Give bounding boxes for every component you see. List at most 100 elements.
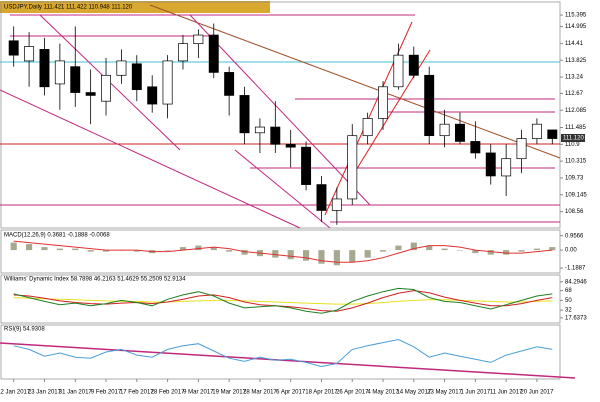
y-tick-label: 112.085 bbox=[565, 108, 587, 114]
x-tick-label: 9 Feb 2017 bbox=[91, 390, 122, 396]
macd-bar bbox=[318, 250, 325, 264]
macd-bar bbox=[549, 247, 556, 251]
candle-body bbox=[331, 198, 342, 211]
candle-body bbox=[285, 143, 296, 148]
macd-bar bbox=[102, 250, 110, 252]
x-tick-label: 28 Mar 2017 bbox=[243, 390, 277, 396]
y-tick-label: 113.825 bbox=[565, 58, 587, 64]
candle-body bbox=[208, 34, 219, 73]
x-tick-label: 18 Apr 2017 bbox=[305, 390, 338, 396]
x-tick-label: 19 Mar 2017 bbox=[212, 390, 246, 396]
candle-body bbox=[301, 146, 312, 185]
macd-bar bbox=[441, 248, 448, 251]
main-frame bbox=[0, 1, 561, 229]
candle-body bbox=[501, 158, 512, 177]
wdi-frame bbox=[0, 274, 561, 324]
macd-bar bbox=[179, 247, 187, 251]
rsi-frame bbox=[0, 324, 561, 380]
macd-bar bbox=[303, 250, 310, 261]
candle-body bbox=[54, 60, 65, 85]
x-tick-label: 9 Mar 2017 bbox=[183, 390, 214, 396]
panel-title: MACD(12,26,9) 0.3681 -0.1888 -0.0068 bbox=[4, 233, 110, 239]
candle-body bbox=[178, 43, 188, 62]
trend-line bbox=[149, 4, 561, 159]
candle-body bbox=[347, 135, 358, 200]
candle-body bbox=[147, 86, 158, 105]
macd-bar bbox=[241, 250, 248, 255]
candle-body bbox=[485, 152, 496, 177]
macd-bar bbox=[210, 247, 217, 251]
y-tick-label: 114.41 bbox=[565, 41, 584, 47]
y-tick-label: 0.9566 bbox=[565, 233, 584, 239]
y-tick-label: 17.6373 bbox=[565, 315, 587, 321]
candle-body bbox=[547, 129, 558, 139]
candle-body bbox=[224, 72, 235, 96]
candle-body bbox=[439, 123, 450, 137]
x-tick-label: 14 May 2017 bbox=[396, 390, 431, 396]
macd-bar bbox=[26, 244, 33, 251]
macd-bar bbox=[456, 250, 464, 251]
y-tick-label: 109.73 bbox=[565, 176, 584, 182]
y-tick-label: 0.00 bbox=[565, 248, 577, 254]
plot: 115.395 114.995 114.41 113.825 113.24 112.67 1… bbox=[0, 5, 587, 396]
candle-body bbox=[101, 74, 111, 102]
x-tick-label: 1 Jun 2017 bbox=[461, 390, 491, 396]
x-tick-label: 6 Apr 2017 bbox=[276, 390, 306, 396]
macd-bar bbox=[472, 250, 479, 254]
y-tick-label: 68 bbox=[565, 288, 572, 294]
macd-bar bbox=[87, 250, 94, 252]
y-tick-label: 108.56 bbox=[565, 209, 584, 215]
macd-bar bbox=[410, 242, 417, 251]
y-tick-label: 115.395 bbox=[565, 13, 587, 19]
panel-title: RSI(9) 54.9308 bbox=[4, 327, 45, 333]
price-label-bg bbox=[561, 133, 585, 142]
candle-body bbox=[316, 184, 327, 211]
macd-bar bbox=[395, 245, 402, 251]
macd-bar bbox=[379, 250, 387, 252]
macd-bar bbox=[533, 248, 540, 251]
trend-line bbox=[0, 342, 576, 379]
candle-body bbox=[131, 63, 142, 91]
header-bar bbox=[0, 1, 270, 13]
candle-body bbox=[193, 34, 204, 45]
candle-body bbox=[254, 126, 265, 134]
y-tick-label: 109.145 bbox=[565, 192, 587, 198]
x-tick-label: 17 Feb 2017 bbox=[120, 390, 154, 396]
candle-body bbox=[408, 54, 419, 76]
macd-bar bbox=[56, 248, 63, 251]
candle-body bbox=[470, 141, 481, 154]
price-label: 111.120 bbox=[563, 136, 584, 142]
x-tick-label: 4 May 2017 bbox=[367, 390, 399, 396]
y-tick-label: 112.67 bbox=[565, 91, 584, 97]
macd-bar bbox=[487, 250, 494, 255]
panel-title: USDJPY,Daily 111.421 111.422 110.948 111… bbox=[4, 5, 133, 11]
y-tick-label: 114.995 bbox=[565, 24, 587, 30]
candle-body bbox=[116, 60, 127, 76]
indicator-line bbox=[13, 338, 553, 368]
macd-frame bbox=[0, 229, 561, 274]
candle-body bbox=[70, 66, 81, 93]
candle-body bbox=[239, 95, 250, 134]
x-tick-label: 23 Jan 2017 bbox=[28, 390, 62, 396]
x-tick-label: 23 May 2017 bbox=[427, 390, 462, 396]
candle-body bbox=[378, 86, 388, 119]
candle-body bbox=[393, 54, 404, 88]
y-tick-label: 111.485 bbox=[565, 125, 586, 131]
macd-bar bbox=[72, 248, 79, 251]
candle-body bbox=[455, 123, 465, 142]
y-tick-label: 50 bbox=[565, 298, 572, 304]
candle-body bbox=[424, 74, 435, 137]
trend-line bbox=[234, 149, 331, 229]
candle-body bbox=[516, 138, 527, 160]
x-tick-label: 31 Jan 2017 bbox=[59, 390, 93, 396]
y-tick-label: 84.2946 bbox=[565, 279, 587, 285]
candle-body bbox=[531, 123, 542, 139]
macd-bar bbox=[287, 250, 294, 260]
y-tick-label: 110.9 bbox=[565, 142, 580, 148]
macd-bar bbox=[226, 250, 233, 252]
macd-bar bbox=[503, 250, 510, 255]
macd-bar bbox=[195, 245, 202, 251]
y-tick-label: 32 bbox=[565, 308, 572, 314]
x-tick-label: 12 Jan 2017 bbox=[0, 390, 31, 396]
